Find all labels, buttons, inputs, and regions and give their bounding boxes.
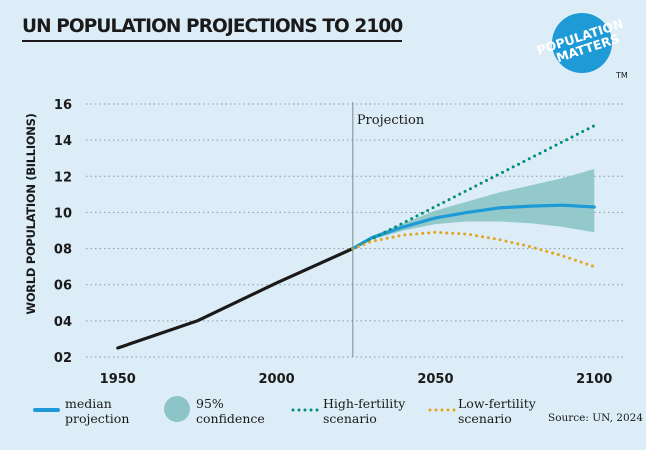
- y-tick-14: 14: [54, 134, 72, 149]
- y-tick-16: 16: [54, 98, 72, 113]
- x-tick-labels: 1950 2000 2050 2100: [100, 372, 613, 387]
- population-matters-logo: POPULATION MATTERS TM: [535, 13, 628, 80]
- x-tick-2100: 2100: [576, 372, 612, 387]
- y-tick-labels: 02 04 06 08 10 12 14 16: [54, 98, 72, 366]
- median-line: [351, 203, 596, 251]
- logo-circle: [552, 13, 612, 73]
- x-tick-1950: 1950: [100, 372, 136, 387]
- legend-low-label: Low-fertility scenario: [458, 396, 536, 426]
- y-tick-08: 08: [54, 243, 72, 258]
- x-tick-2050: 2050: [417, 372, 453, 387]
- legend-median-label: median projection: [65, 396, 130, 426]
- y-tick-12: 12: [54, 170, 72, 185]
- legend-confidence-label: 95% confidence: [196, 396, 265, 426]
- logo-trademark: TM: [615, 71, 628, 80]
- population-chart: 02 04 06 08 10 12 14 16 1950 2000 2050 2100 Projec…: [54, 98, 626, 387]
- y-tick-02: 02: [54, 351, 72, 366]
- legend-high-label: High-fertility scenario: [323, 396, 406, 426]
- y-tick-04: 04: [54, 315, 72, 330]
- y-tick-10: 10: [54, 206, 72, 221]
- y-tick-06: 06: [54, 279, 72, 294]
- projection-label: Projection: [357, 113, 425, 128]
- legend: [33, 396, 459, 422]
- chart-title: UN POPULATION PROJECTIONS TO 2100: [22, 16, 403, 42]
- x-tick-2000: 2000: [258, 372, 294, 387]
- source-note: Source: UN, 2024: [548, 412, 644, 424]
- confidence-band: [352, 169, 595, 249]
- grid: [86, 103, 626, 358]
- projection-annotation: Projection: [352, 102, 425, 357]
- legend-confidence-swatch: [164, 396, 190, 422]
- historical-line: [116, 247, 355, 350]
- chart-marks: [116, 124, 596, 350]
- low-line: [351, 230, 596, 269]
